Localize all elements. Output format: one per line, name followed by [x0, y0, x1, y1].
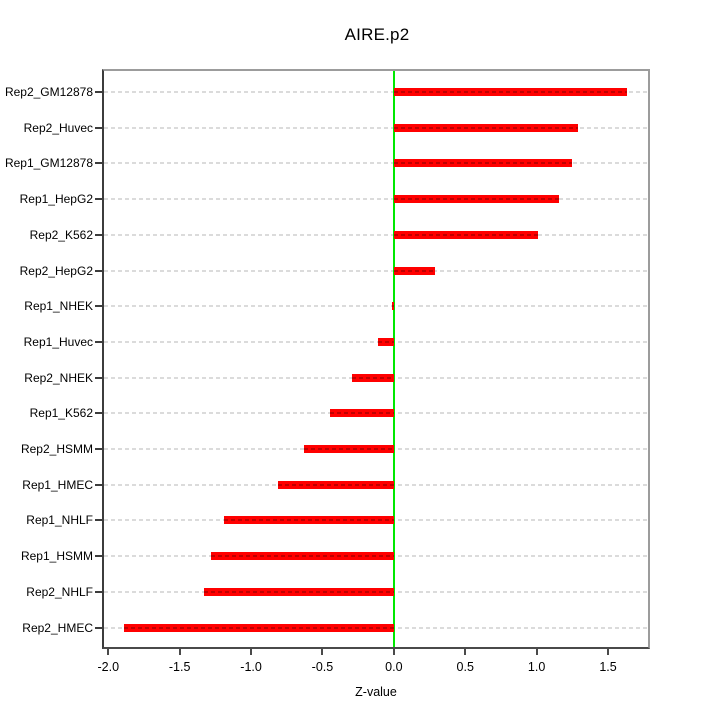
category-label: Rep2_HMEC — [22, 620, 93, 635]
x-tick-label: -1.5 — [168, 660, 191, 674]
x-tick-label: 0.5 — [456, 660, 474, 674]
y-axis-tick — [95, 448, 102, 450]
category-label: Rep1_NHLF — [26, 513, 93, 528]
bar — [393, 230, 539, 239]
y-axis-tick — [95, 340, 102, 343]
category-label: Rep1_HSMM — [20, 549, 93, 564]
grid-line — [104, 340, 648, 343]
y-axis-tick — [95, 126, 102, 129]
y-axis-tick — [95, 91, 102, 93]
category-label: Rep1_Huvec — [23, 334, 93, 349]
y-axis-tick — [95, 483, 102, 486]
grid-line — [104, 198, 648, 201]
bar — [203, 587, 394, 596]
bar — [223, 516, 394, 525]
y-axis-tick — [95, 376, 102, 379]
grid-line — [104, 233, 648, 236]
y-axis-tick — [95, 590, 102, 593]
bar-stripe — [393, 126, 579, 129]
x-axis-tick — [535, 649, 538, 655]
bar — [393, 195, 560, 204]
bar-stripe — [393, 198, 560, 201]
bar — [303, 445, 394, 453]
bar — [393, 266, 436, 275]
category-label: Rep2_NHLF — [26, 584, 93, 599]
y-axis-tick — [95, 626, 102, 629]
x-axis-tick — [107, 649, 110, 655]
bar-stripe — [393, 91, 627, 93]
bar-stripe — [211, 555, 394, 558]
category-label: Rep2_GM12878 — [4, 85, 93, 99]
y-axis-tick — [95, 412, 102, 415]
bar — [393, 159, 573, 168]
x-tick-label: -2.0 — [97, 660, 120, 674]
category-label: Rep1_NHEK — [24, 299, 93, 314]
category-label: Rep1_HMEC — [22, 477, 93, 492]
x-tick-label: 1.0 — [527, 660, 546, 674]
category-label: Rep2_HepG2 — [19, 263, 93, 278]
category-label: Rep2_HSMM — [20, 442, 93, 456]
category-label: Rep2_Huvec — [23, 120, 93, 135]
x-axis-tick — [392, 649, 395, 655]
bar — [123, 623, 394, 632]
bar-stripe — [329, 412, 394, 415]
bar-stripe — [393, 162, 573, 165]
x-tick-label: 0.0 — [385, 660, 403, 674]
y-axis-tick — [95, 233, 102, 236]
y-axis-tick — [95, 269, 102, 272]
x-axis-tick — [464, 649, 467, 655]
y-axis-tick — [95, 555, 102, 558]
x-axis-tick — [321, 649, 324, 655]
bar — [393, 88, 627, 96]
category-label: Rep2_K562 — [29, 227, 93, 242]
grid-line — [104, 305, 648, 308]
category-label: Rep1_K562 — [29, 406, 93, 421]
bar-stripe — [378, 340, 394, 343]
bar-stripe — [393, 233, 539, 236]
zero-line — [392, 71, 395, 647]
bar — [329, 409, 394, 418]
y-axis-tick — [95, 198, 102, 201]
grid-line — [104, 269, 648, 272]
category-label: Rep2_NHEK — [24, 370, 93, 385]
x-tick-label: 1.5 — [599, 660, 617, 674]
y-axis-tick — [95, 305, 102, 308]
bar-stripe — [123, 626, 394, 629]
plot-area: Rep2_GM12878 Rep2_Huvec Rep1_GM12878 Rep1_H… — [5, 69, 650, 674]
bar-stripe — [203, 590, 394, 593]
y-axis-tick — [95, 162, 102, 165]
bar — [393, 123, 579, 132]
bar — [378, 337, 394, 346]
bar-stripe — [278, 483, 394, 486]
x-tick-label: -0.5 — [311, 660, 334, 674]
x-axis-tick — [178, 649, 181, 655]
chart-title: AIRE.p2 — [344, 25, 410, 44]
bar-stripe — [303, 448, 394, 450]
bar — [278, 480, 394, 489]
x-axis-tick — [607, 649, 610, 655]
grid-line — [104, 126, 648, 129]
bar — [391, 302, 394, 311]
x-tick-label: -1.0 — [240, 660, 262, 674]
category-label: Rep1_GM12878 — [4, 156, 93, 171]
category-label: Rep1_HepG2 — [19, 192, 93, 207]
bar-stripe — [391, 305, 394, 308]
grid-line — [104, 162, 648, 165]
bar — [352, 373, 394, 382]
y-axis-tick — [95, 519, 102, 522]
bar-stripe — [393, 269, 436, 272]
bar-stripe — [352, 376, 394, 379]
x-axis-tick — [250, 649, 253, 655]
grid-line — [104, 91, 648, 93]
x-axis-title: Z-value — [355, 685, 397, 699]
bar — [211, 552, 394, 561]
bar-stripe — [223, 519, 394, 522]
